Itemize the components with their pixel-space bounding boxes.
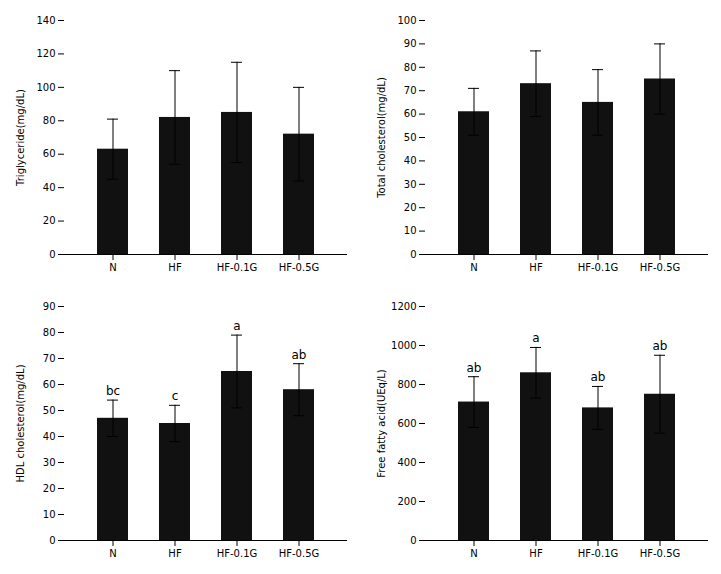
svg-text:HF: HF xyxy=(168,262,182,273)
svg-text:40: 40 xyxy=(404,155,417,166)
svg-text:Triglyceride(mg/dL): Triglyceride(mg/dL) xyxy=(15,89,26,187)
svg-text:80: 80 xyxy=(404,62,417,73)
svg-text:10: 10 xyxy=(43,509,56,520)
svg-text:HF-0.1G: HF-0.1G xyxy=(217,548,258,559)
svg-text:60: 60 xyxy=(43,379,56,390)
svg-text:120: 120 xyxy=(36,48,55,59)
svg-text:0: 0 xyxy=(410,535,416,546)
svg-text:ab: ab xyxy=(467,361,482,375)
svg-text:HF-0.1G: HF-0.1G xyxy=(578,262,619,273)
svg-text:30: 30 xyxy=(404,179,417,190)
svg-text:40: 40 xyxy=(43,182,56,193)
svg-text:20: 20 xyxy=(404,202,417,213)
svg-text:ab: ab xyxy=(591,370,606,384)
svg-text:20: 20 xyxy=(43,215,56,226)
svg-text:N: N xyxy=(470,548,477,559)
svg-text:90: 90 xyxy=(404,38,417,49)
svg-text:HF-0.5G: HF-0.5G xyxy=(279,548,320,559)
svg-text:30: 30 xyxy=(43,457,56,468)
svg-text:100: 100 xyxy=(36,82,55,93)
svg-text:60: 60 xyxy=(43,148,56,159)
svg-text:bc: bc xyxy=(106,384,120,398)
svg-text:HF-0.5G: HF-0.5G xyxy=(279,262,320,273)
svg-text:90: 90 xyxy=(43,301,56,312)
svg-text:HF-0.5G: HF-0.5G xyxy=(640,548,681,559)
svg-text:HF: HF xyxy=(529,548,543,559)
svg-text:20: 20 xyxy=(43,483,56,494)
svg-text:c: c xyxy=(172,389,179,403)
svg-text:HF: HF xyxy=(529,262,543,273)
svg-text:800: 800 xyxy=(397,379,416,390)
svg-text:100: 100 xyxy=(397,15,416,26)
svg-text:60: 60 xyxy=(404,108,417,119)
svg-text:10: 10 xyxy=(404,225,417,236)
svg-text:70: 70 xyxy=(43,353,56,364)
svg-text:HF: HF xyxy=(168,548,182,559)
svg-text:a: a xyxy=(233,319,240,333)
svg-text:HF-0.1G: HF-0.1G xyxy=(217,262,258,273)
svg-text:0: 0 xyxy=(49,249,55,260)
svg-text:0: 0 xyxy=(410,249,416,260)
svg-text:1000: 1000 xyxy=(391,340,416,351)
svg-text:50: 50 xyxy=(43,405,56,416)
svg-text:1200: 1200 xyxy=(391,301,416,312)
svg-text:0: 0 xyxy=(49,535,55,546)
svg-text:400: 400 xyxy=(397,457,416,468)
svg-text:N: N xyxy=(470,262,477,273)
svg-text:Free fatty acid(UEq/L): Free fatty acid(UEq/L) xyxy=(376,369,387,478)
svg-text:140: 140 xyxy=(36,15,55,26)
svg-text:N: N xyxy=(109,262,116,273)
svg-text:ab: ab xyxy=(653,339,668,353)
svg-text:40: 40 xyxy=(43,431,56,442)
svg-text:80: 80 xyxy=(43,115,56,126)
svg-text:HDL cholesterol(mg/dL): HDL cholesterol(mg/dL) xyxy=(15,364,26,482)
svg-text:200: 200 xyxy=(397,496,416,507)
svg-text:Total cholesterol(mg/dL): Total cholesterol(mg/dL) xyxy=(376,77,387,199)
svg-text:600: 600 xyxy=(397,418,416,429)
svg-text:ab: ab xyxy=(292,348,307,362)
svg-text:a: a xyxy=(532,331,539,345)
svg-text:70: 70 xyxy=(404,85,417,96)
svg-text:50: 50 xyxy=(404,132,417,143)
svg-text:N: N xyxy=(109,548,116,559)
svg-text:HF-0.1G: HF-0.1G xyxy=(578,548,619,559)
svg-text:80: 80 xyxy=(43,327,56,338)
svg-text:HF-0.5G: HF-0.5G xyxy=(640,262,681,273)
